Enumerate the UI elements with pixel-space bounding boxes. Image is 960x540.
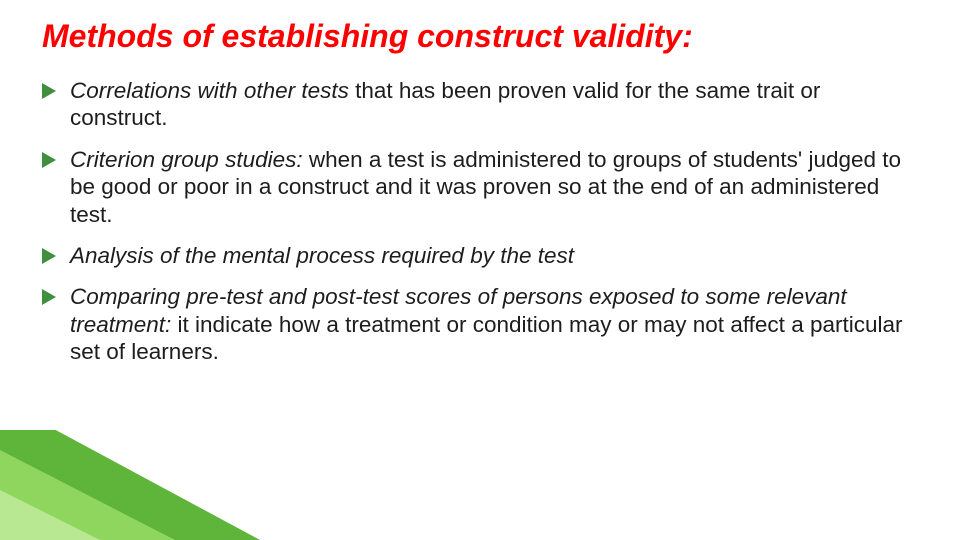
bullet-arrow-icon: [42, 248, 56, 264]
bullet-list: Correlations with other tests that has b…: [42, 77, 918, 366]
list-item: Comparing pre-test and post-test scores …: [42, 283, 918, 365]
list-item: Correlations with other tests that has b…: [42, 77, 918, 132]
deco-triangle-inner: [0, 490, 100, 540]
deco-triangle-outer: [0, 430, 260, 540]
corner-decoration: [0, 430, 960, 540]
bullet-arrow-icon: [42, 289, 56, 305]
bullet-rest: it indicate how a treatment or condition…: [70, 312, 903, 364]
list-item: Analysis of the mental process required …: [42, 242, 918, 269]
deco-triangle-mid: [0, 450, 175, 540]
slide: Methods of establishing construct validi…: [0, 0, 960, 540]
bullet-arrow-icon: [42, 83, 56, 99]
bullet-lead: Criterion group studies:: [70, 147, 303, 172]
slide-title: Methods of establishing construct validi…: [42, 18, 918, 55]
bullet-lead: Correlations with other tests: [70, 78, 349, 103]
bullet-arrow-icon: [42, 152, 56, 168]
bullet-lead: Analysis of the mental process required …: [70, 243, 574, 268]
list-item: Criterion group studies: when a test is …: [42, 146, 918, 228]
